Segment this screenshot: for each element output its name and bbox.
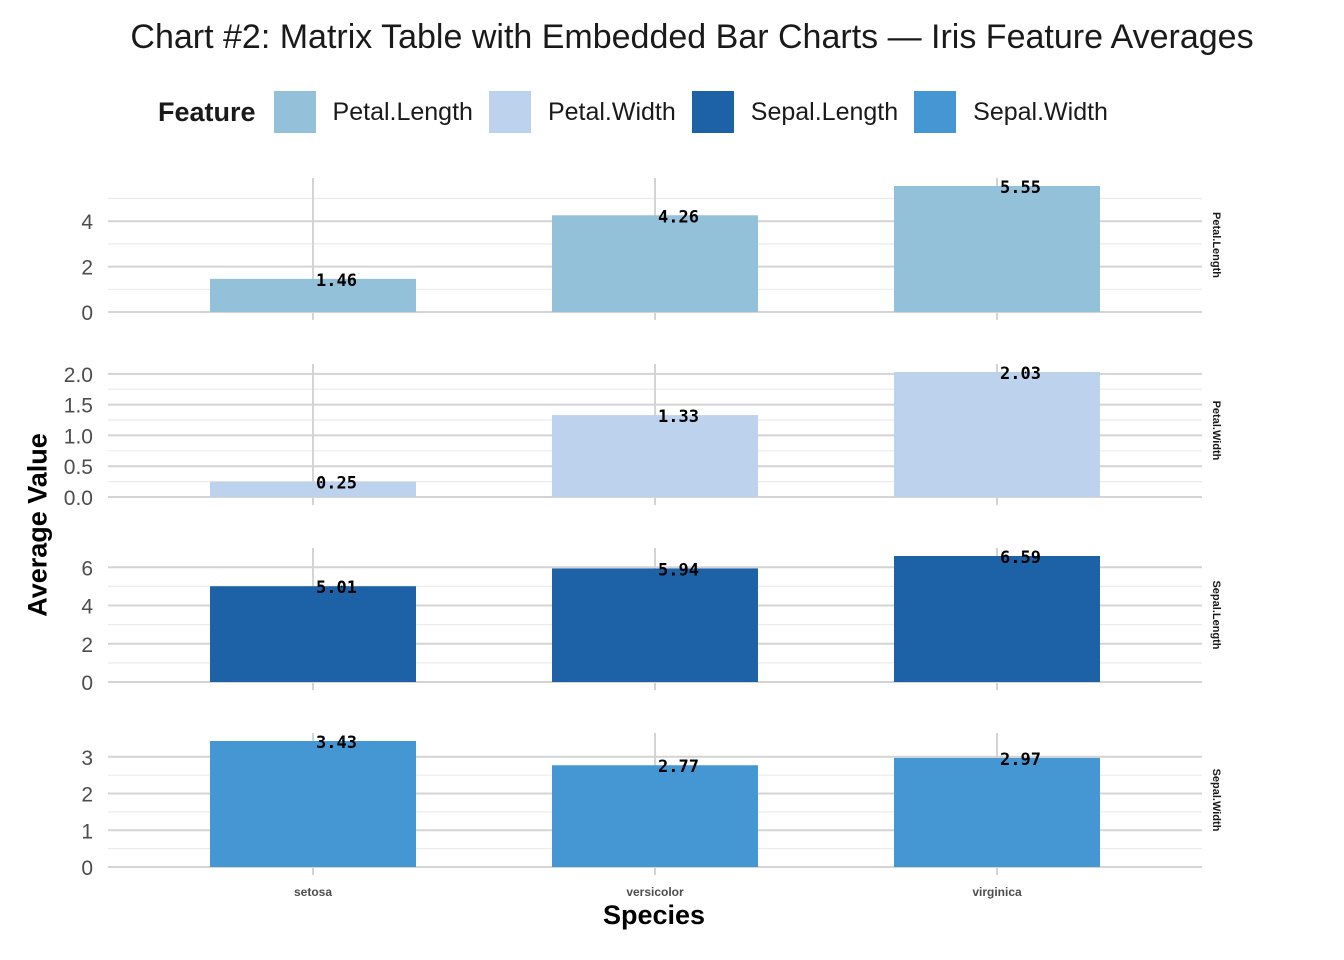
bar-sepal-length-versicolor xyxy=(552,568,758,682)
legend-swatch-petal-width xyxy=(488,91,531,133)
legend-swatch-sepal-width xyxy=(914,91,957,133)
data-label: 3.43 xyxy=(316,733,357,753)
data-label: 0.25 xyxy=(316,474,357,494)
legend-label-sepal-length: Sepal.Length xyxy=(750,97,899,126)
legend-item-sepal-length: Sepal.Length xyxy=(691,91,899,133)
y-tick-label: 2 xyxy=(81,257,93,280)
data-label: 5.55 xyxy=(1000,178,1041,198)
facet-strip-label: Sepal.Width xyxy=(1210,769,1222,832)
legend-item-petal-width: Petal.Width xyxy=(488,91,676,133)
x-tick-label: setosa xyxy=(294,885,332,899)
legend-item-sepal-width: Sepal.Width xyxy=(914,91,1108,133)
data-label: 5.01 xyxy=(316,578,357,598)
legend-title: Feature xyxy=(158,96,256,127)
y-tick-label: 1.0 xyxy=(64,425,93,448)
y-tick-label: 0.0 xyxy=(64,487,93,510)
y-tick-label: 2 xyxy=(81,784,93,807)
y-tick-label: 6 xyxy=(81,557,93,580)
y-tick-label: 2 xyxy=(81,634,93,657)
x-tick-label: versicolor xyxy=(626,885,684,899)
x-axis-label: Species xyxy=(602,900,706,930)
facet-panel-sepal-length: 0 2 4 6 5.01 5.94 6.59 Sepal.Length xyxy=(81,548,1222,695)
legend-swatch-sepal-length xyxy=(691,91,734,133)
bar-petal-length-virginica xyxy=(894,186,1100,312)
y-tick-label: 4 xyxy=(81,596,93,619)
y-tick-label: 4 xyxy=(81,211,93,234)
bar-petal-width-versicolor xyxy=(552,415,758,497)
bar-sepal-length-setosa xyxy=(210,586,416,682)
legend-label-sepal-width: Sepal.Width xyxy=(973,97,1108,126)
y-axis-label: Average Value xyxy=(22,433,53,617)
bar-petal-width-setosa xyxy=(210,481,416,497)
y-tick-label: 1 xyxy=(81,820,93,843)
facet-panel-petal-length: 0 2 4 1.46 4.26 5.55 Petal.Length xyxy=(81,178,1222,325)
data-label: 2.77 xyxy=(658,757,699,777)
bar-sepal-width-versicolor xyxy=(552,765,758,867)
chart-title: Chart #2: Matrix Table with Embedded Bar… xyxy=(130,18,1254,56)
legend-label-petal-length: Petal.Length xyxy=(332,97,473,126)
legend-label-petal-width: Petal.Width xyxy=(547,97,676,126)
y-tick-label: 0.5 xyxy=(64,456,93,479)
y-tick-label: 0 xyxy=(81,302,93,325)
data-label: 2.97 xyxy=(1000,750,1041,770)
bar-petal-length-setosa xyxy=(210,278,416,312)
bar-sepal-width-virginica xyxy=(894,757,1100,867)
facet-panel-petal-width: 0.0 0.5 1.0 1.5 2.0 0.25 1.33 2.03 Petal.Width xyxy=(64,364,1222,510)
data-label: 5.94 xyxy=(658,560,699,580)
legend-swatch-petal-length xyxy=(273,91,316,133)
y-tick-label: 0 xyxy=(81,672,93,695)
facet-panel-sepal-width: 0 1 2 3 3.43 2.77 2.97 Sepal.Width xyxy=(81,733,1222,880)
y-tick-label: 1.5 xyxy=(64,395,93,418)
legend-item-petal-length: Petal.Length xyxy=(273,91,473,133)
data-label: 1.33 xyxy=(658,407,699,427)
data-label: 4.26 xyxy=(658,207,699,227)
bar-sepal-width-setosa xyxy=(210,741,416,867)
y-tick-label: 0 xyxy=(81,857,93,880)
data-label: 2.03 xyxy=(1000,364,1041,384)
bar-sepal-length-virginica xyxy=(894,556,1100,682)
y-tick-label: 3 xyxy=(81,747,93,770)
data-label: 1.46 xyxy=(316,271,357,291)
facet-strip-label: Sepal.Length xyxy=(1210,580,1222,649)
facet-strip-label: Petal.Width xyxy=(1210,401,1222,461)
x-tick-label: virginica xyxy=(972,885,1022,899)
legend: Feature Petal.Length Petal.Width Sepal.L… xyxy=(158,90,1124,134)
y-tick-label: 2.0 xyxy=(64,364,93,387)
bar-petal-width-virginica xyxy=(894,372,1100,497)
data-label: 6.59 xyxy=(1000,548,1041,568)
bar-petal-length-versicolor xyxy=(552,215,758,312)
facet-strip-label: Petal.Length xyxy=(1210,212,1222,278)
